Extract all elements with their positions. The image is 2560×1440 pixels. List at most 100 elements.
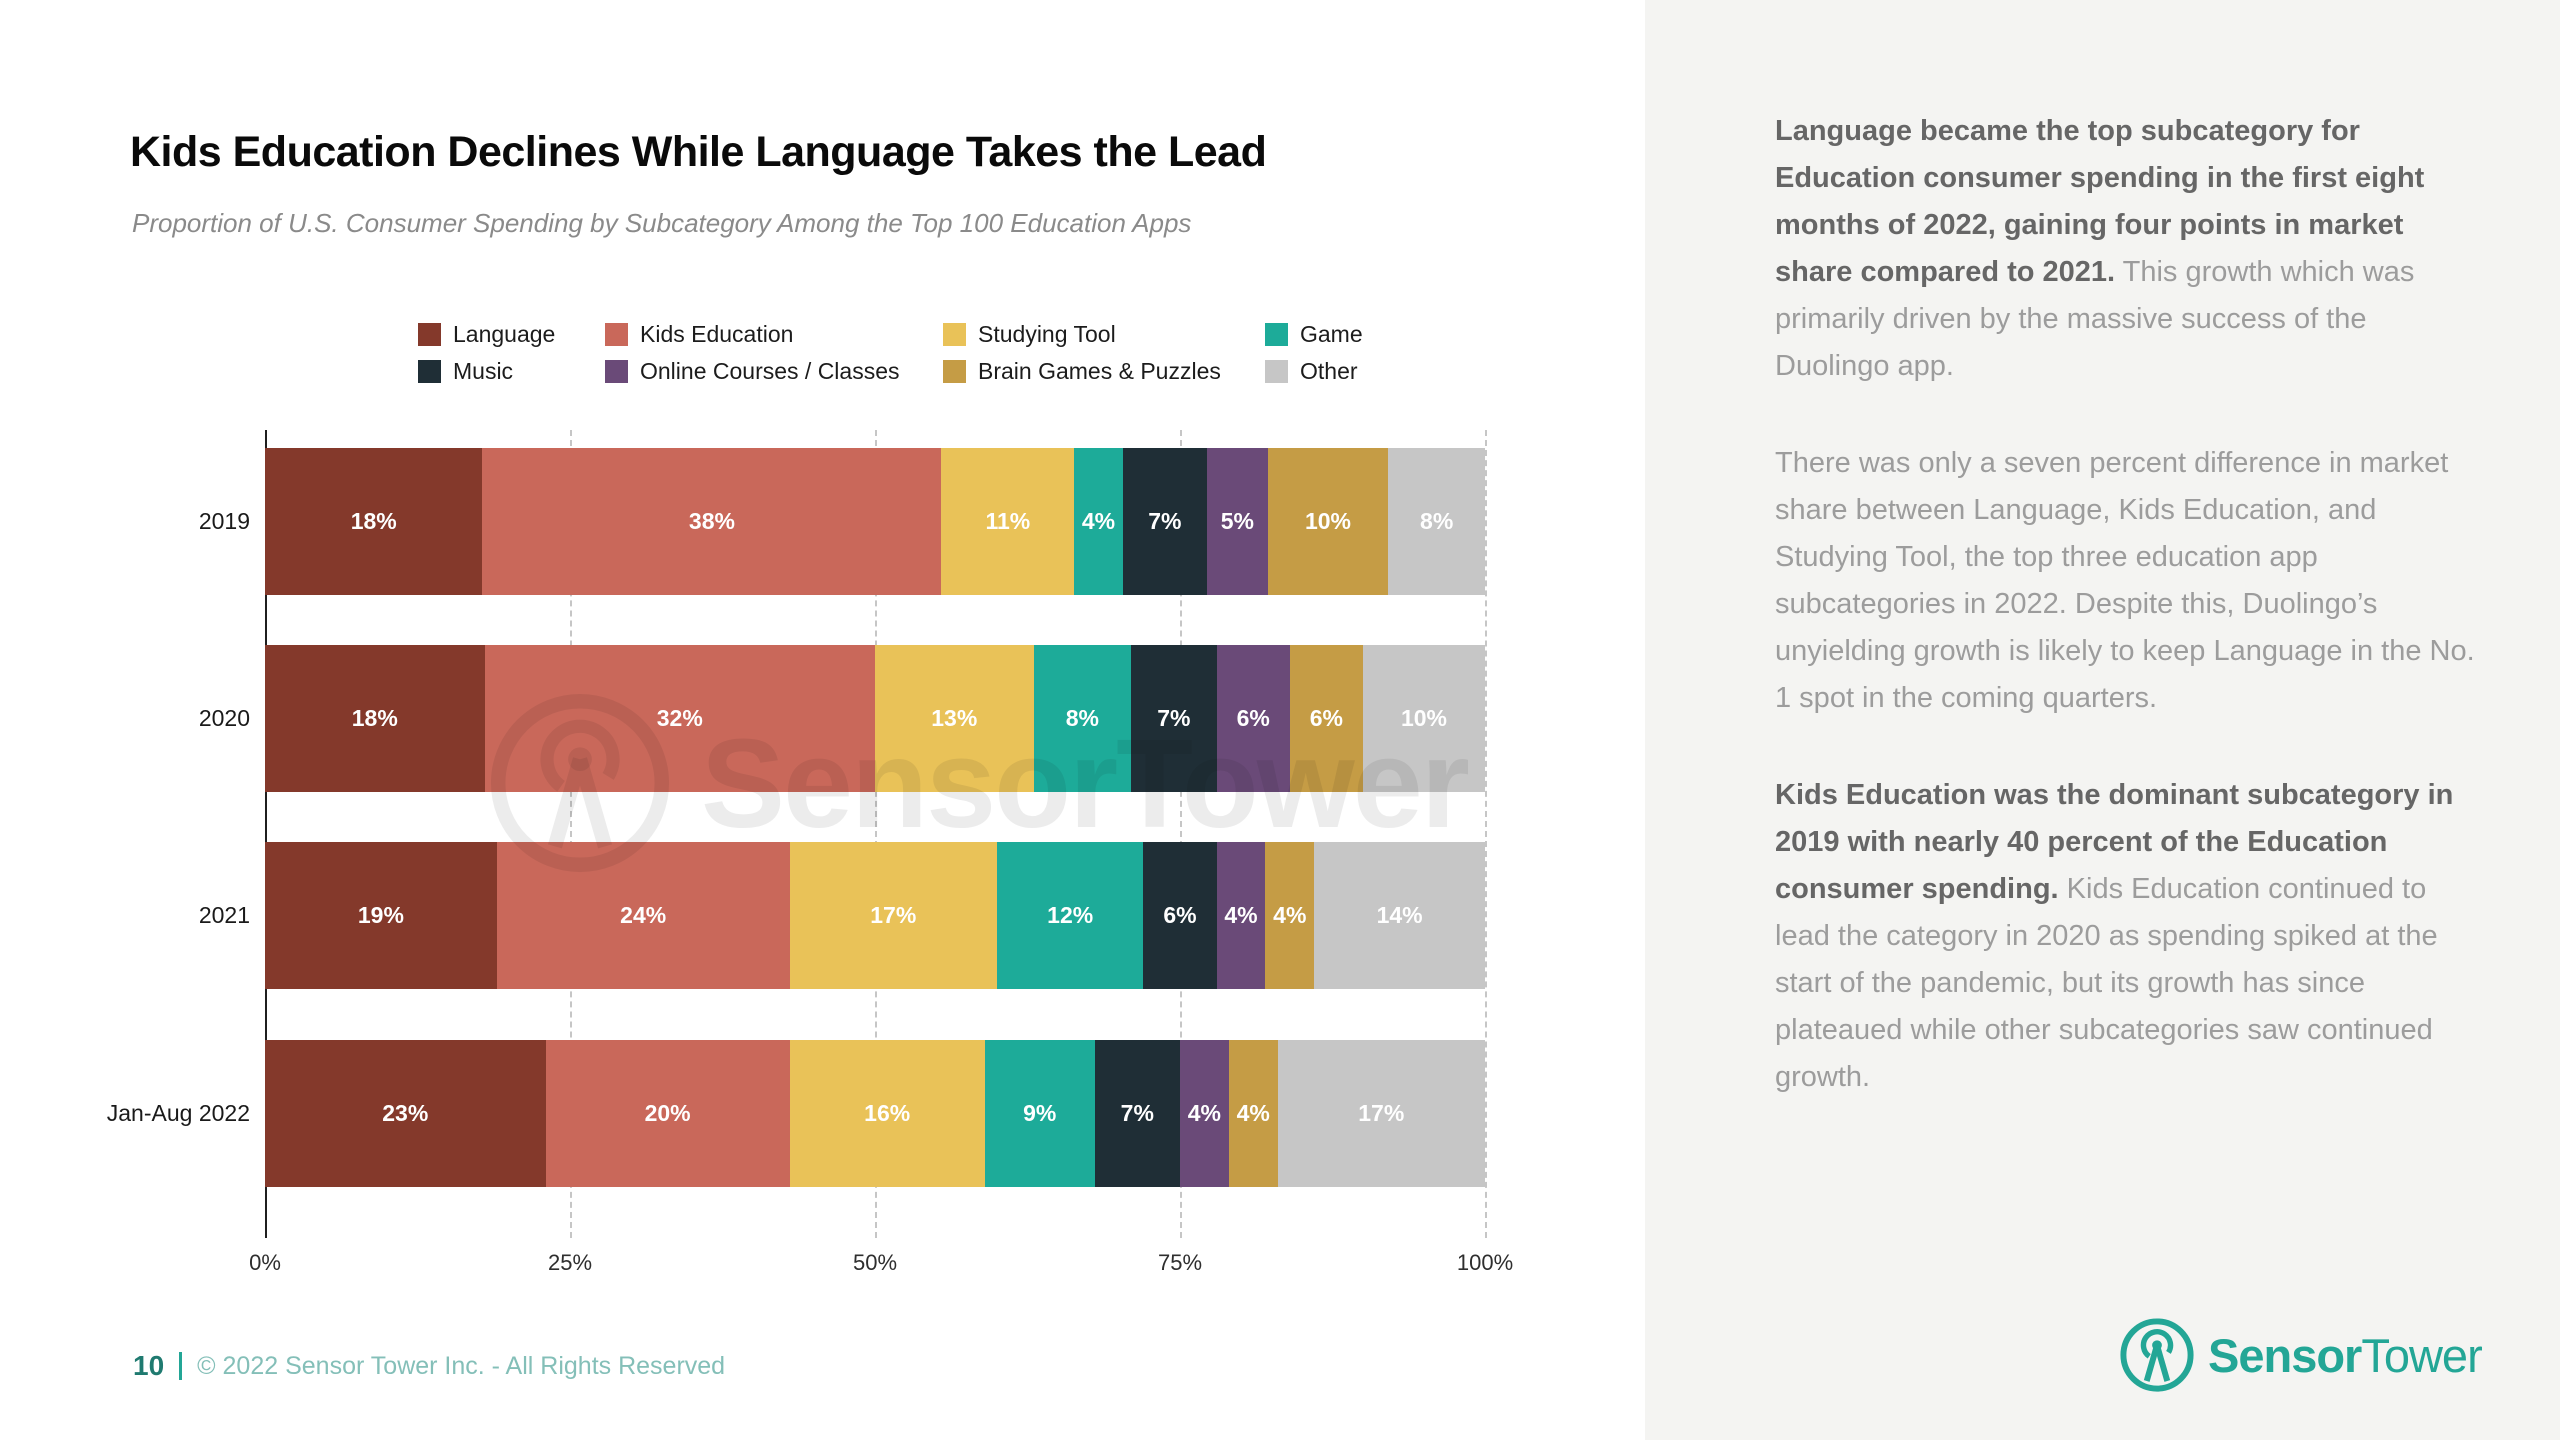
- segment-label: 8%: [1065, 705, 1100, 731]
- segment-label: 16%: [864, 1100, 911, 1126]
- bar-segment-game: 4%: [1074, 448, 1123, 595]
- bar-segment-other: 14%: [1314, 842, 1485, 989]
- bar-segment-other: 8%: [1388, 448, 1485, 595]
- bar-segment-online-courses-classes: 6%: [1216, 645, 1290, 792]
- legend-item-other: Other: [1265, 358, 1395, 385]
- legend-item-studying-tool: Studying Tool: [943, 321, 1265, 348]
- panel-text-regular: Kids Education continued to lead the cat…: [1775, 873, 2438, 1093]
- page-subtitle: Proportion of U.S. Consumer Spending by …: [132, 208, 1192, 238]
- x-tick-label: 75%: [1157, 1250, 1203, 1275]
- bar-segment-studying-tool: 11%: [941, 448, 1075, 595]
- segment-label: 7%: [1148, 508, 1182, 534]
- segment-label: 10%: [1304, 508, 1351, 534]
- segment-label: 11%: [985, 508, 1031, 534]
- panel-text-regular: There was only a seven percent differenc…: [1775, 447, 2475, 714]
- bar-segment-game: 9%: [984, 1040, 1095, 1187]
- category-label: 2019: [198, 507, 250, 534]
- segment-label: 18%: [350, 508, 397, 534]
- segment-label: 19%: [357, 902, 404, 928]
- footer-divider: [179, 1352, 183, 1380]
- bar-segment-music: 7%: [1131, 645, 1217, 792]
- legend-swatch: [943, 323, 966, 346]
- brand-logo-bold: Sensor: [2208, 1328, 2362, 1382]
- bar-segment-kids-education: 32%: [484, 645, 875, 792]
- legend-swatch: [605, 360, 628, 383]
- segment-label: 17%: [1358, 1100, 1405, 1126]
- legend-item-game: Game: [1265, 321, 1395, 348]
- bar-row: 19% 24% 17% 12% 6% 4% 4% 14%: [265, 842, 1485, 989]
- gridline: [1485, 430, 1487, 1238]
- panel-paragraph: Kids Education was the dominant subcateg…: [1775, 772, 2481, 1101]
- segment-label: 32%: [656, 705, 703, 731]
- bar-segment-studying-tool: 13%: [875, 645, 1034, 792]
- segment-label: 8%: [1420, 508, 1454, 534]
- segment-label: 38%: [688, 508, 735, 534]
- segment-label: 12%: [1047, 902, 1094, 928]
- segment-label: 13%: [931, 705, 978, 731]
- segment-label: 4%: [1081, 508, 1116, 534]
- commentary-text: Language became the top subcategory for …: [1775, 108, 2481, 1151]
- legend-label: Language: [453, 321, 556, 347]
- panel-text-bold: Kids Education was the dominant subcateg…: [1775, 779, 2454, 905]
- panel-paragraph: There was only a seven percent differenc…: [1775, 440, 2481, 722]
- segment-label: 6%: [1309, 705, 1344, 731]
- legend-swatch: [605, 323, 628, 346]
- segment-label: 23%: [382, 1100, 429, 1126]
- bar-segment-game: 8%: [1033, 645, 1132, 792]
- page-footer: 10 © 2022 Sensor Tower Inc. - All Rights…: [133, 1350, 725, 1382]
- legend-swatch: [1265, 360, 1288, 383]
- bar-segment-kids-education: 24%: [496, 842, 790, 989]
- legend-item-online-courses-classes: Online Courses / Classes: [605, 358, 943, 385]
- footer-copyright: © 2022 Sensor Tower Inc. - All Rights Re…: [197, 1351, 726, 1380]
- x-tick-label: 25%: [547, 1250, 593, 1275]
- bar-segment-studying-tool: 17%: [789, 842, 997, 989]
- bar-segment-game: 12%: [997, 842, 1144, 989]
- segment-label: 18%: [351, 705, 398, 731]
- page-title: Kids Education Declines While Language T…: [130, 128, 1267, 176]
- bar-segment-language: 23%: [265, 1040, 546, 1187]
- segment-label: 4%: [1273, 902, 1307, 928]
- chart-legend: Language Kids Education Studying Tool Game M…: [418, 321, 1395, 385]
- bar-segment-kids-education: 38%: [482, 448, 942, 595]
- segment-label: 14%: [1376, 902, 1423, 928]
- bar-segment-other: 10%: [1363, 645, 1485, 792]
- bar-row: 18% 32% 13% 8% 7% 6% 6% 10%: [265, 645, 1485, 792]
- segment-label: 6%: [1236, 705, 1270, 731]
- legend-swatch: [943, 360, 966, 383]
- segment-label: 4%: [1224, 902, 1258, 928]
- bar-row: 23% 20% 16% 9% 7% 4% 4% 17%: [265, 1040, 1485, 1187]
- legend-label: Studying Tool: [978, 321, 1116, 347]
- x-tick-label: 100%: [1456, 1250, 1514, 1275]
- bar-segment-kids-education: 20%: [545, 1040, 790, 1187]
- gridline: [1180, 430, 1182, 1238]
- x-tick-label: 50%: [852, 1250, 898, 1275]
- bar-segment-other: 17%: [1277, 1040, 1485, 1187]
- segment-label: 24%: [620, 902, 667, 928]
- bar-segment-online-courses-classes: 4%: [1216, 842, 1266, 989]
- brand-logo-text: SensorTower: [2208, 1328, 2483, 1383]
- sensor-tower-logo: SensorTower: [2118, 1316, 2483, 1394]
- sensor-tower-logo-icon: [2120, 1318, 2194, 1392]
- bar-segment-language: 18%: [265, 645, 485, 792]
- panel-text-regular: This growth which was primarily driven b…: [1775, 256, 2415, 382]
- bar-row: 18% 38% 11% 4% 7% 5% 10% 8%: [265, 448, 1485, 595]
- bar-segment-music: 7%: [1094, 1040, 1180, 1187]
- segment-label: 6%: [1163, 902, 1197, 928]
- bar-segment-music: 7%: [1122, 448, 1208, 595]
- legend-label: Online Courses / Classes: [640, 358, 900, 384]
- footer-page-number: 10: [133, 1350, 165, 1381]
- segment-label: 4%: [1187, 1100, 1222, 1126]
- bar-segment-brain-games-puzzles: 6%: [1289, 645, 1363, 792]
- segment-label: 10%: [1400, 705, 1448, 731]
- bar-segment-language: 19%: [265, 842, 497, 989]
- bar-segment-brain-games-puzzles: 4%: [1265, 842, 1315, 989]
- legend-item-language: Language: [418, 321, 605, 348]
- y-axis-line: [265, 430, 267, 1238]
- bar-segment-online-courses-classes: 4%: [1180, 1040, 1229, 1187]
- segment-label: 9%: [1023, 1100, 1057, 1126]
- segment-label: 7%: [1120, 1100, 1154, 1126]
- gridline: [875, 430, 877, 1238]
- legend-label: Other: [1300, 358, 1358, 384]
